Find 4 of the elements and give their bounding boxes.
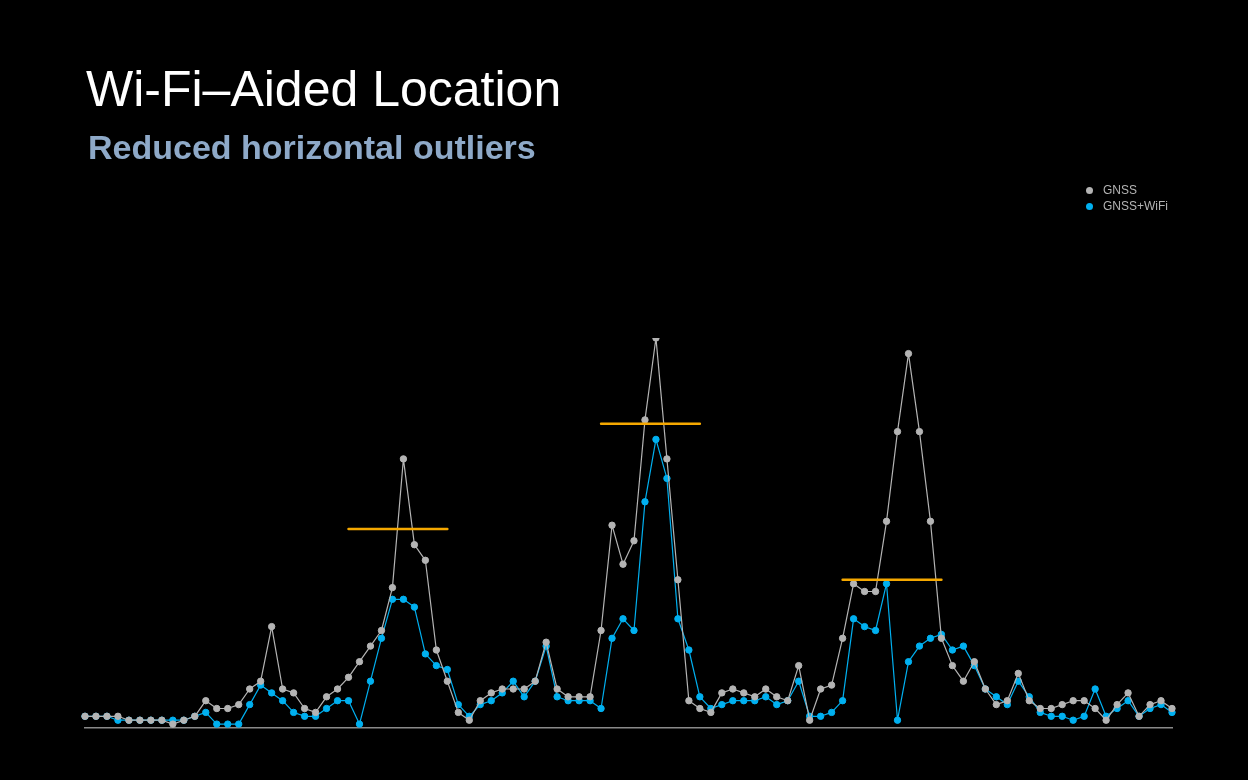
chart-title: Wi-Fi–Aided Location [86, 60, 562, 118]
chart-subtitle: Reduced horizontal outliers [88, 128, 536, 167]
legend-label: GNSS [1102, 183, 1137, 197]
legend-label: GNSS+WiFi [1102, 199, 1168, 213]
